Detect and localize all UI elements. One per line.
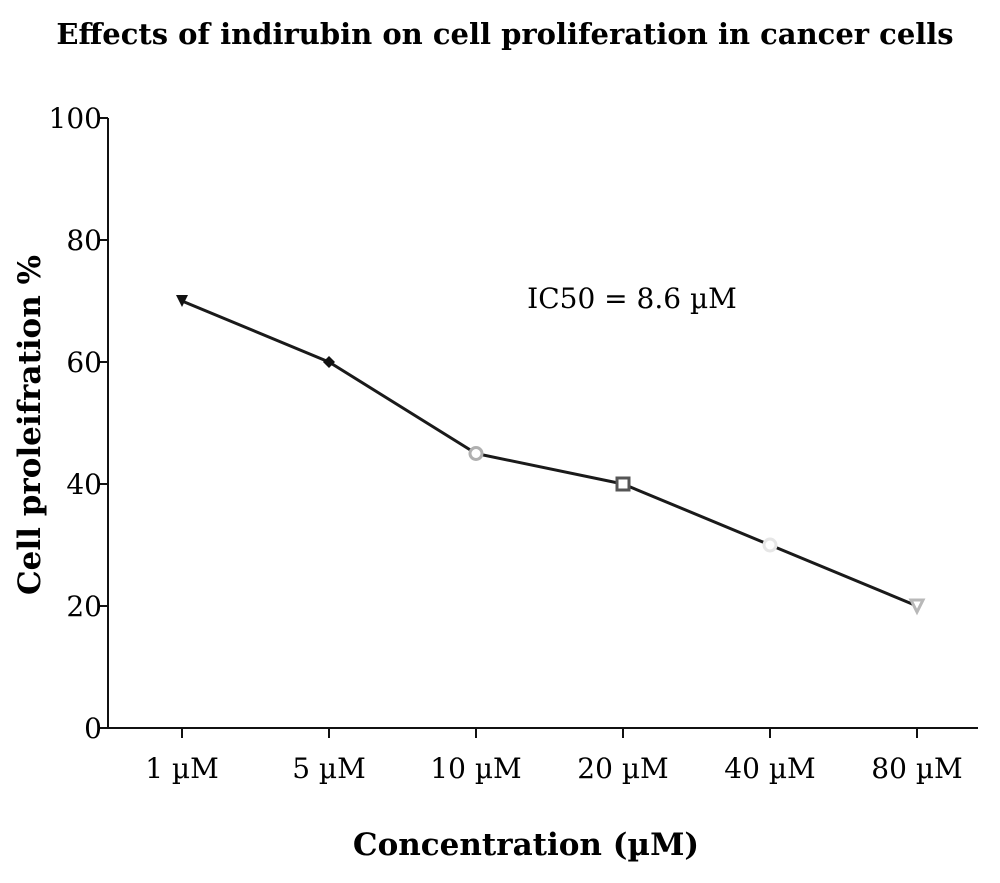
y-tick-label: 20	[66, 590, 102, 623]
x-tick-label: 5 µM	[292, 752, 366, 785]
y-tick-label: 0	[84, 712, 102, 745]
x-tick-label: 40 µM	[724, 752, 815, 785]
data-point	[323, 356, 335, 368]
y-tick-label: 100	[49, 102, 102, 135]
y-axis-ticks: 0 20 40 60 80 100	[49, 102, 108, 745]
y-axis-title-group: Cell proleifration %	[12, 255, 48, 595]
y-axis-title: Cell proleifration %	[12, 255, 48, 595]
data-point	[468, 446, 484, 461]
y-tick-label: 40	[66, 468, 102, 501]
x-axis-ticks: 1 µM 5 µM 10 µM 20 µM 40 µM 80 µM	[145, 728, 963, 785]
x-tick-label: 10 µM	[430, 752, 521, 785]
x-tick-label: 20 µM	[577, 752, 668, 785]
data-point	[176, 295, 188, 307]
chart-title: Effects of indirubin on cell proliferati…	[56, 17, 953, 51]
x-axis-title: Concentration (µM)	[353, 827, 699, 863]
y-tick-label: 60	[66, 346, 102, 379]
data-point	[762, 537, 778, 553]
x-tick-label: 1 µM	[145, 752, 219, 785]
series-line	[181, 299, 918, 608]
data-point	[615, 476, 631, 492]
data-series	[176, 295, 926, 616]
y-tick-label: 80	[66, 224, 102, 257]
ic50-annotation: IC50 = 8.6 µM	[527, 282, 737, 315]
x-tick-label: 80 µM	[871, 752, 962, 785]
data-point	[908, 598, 926, 616]
